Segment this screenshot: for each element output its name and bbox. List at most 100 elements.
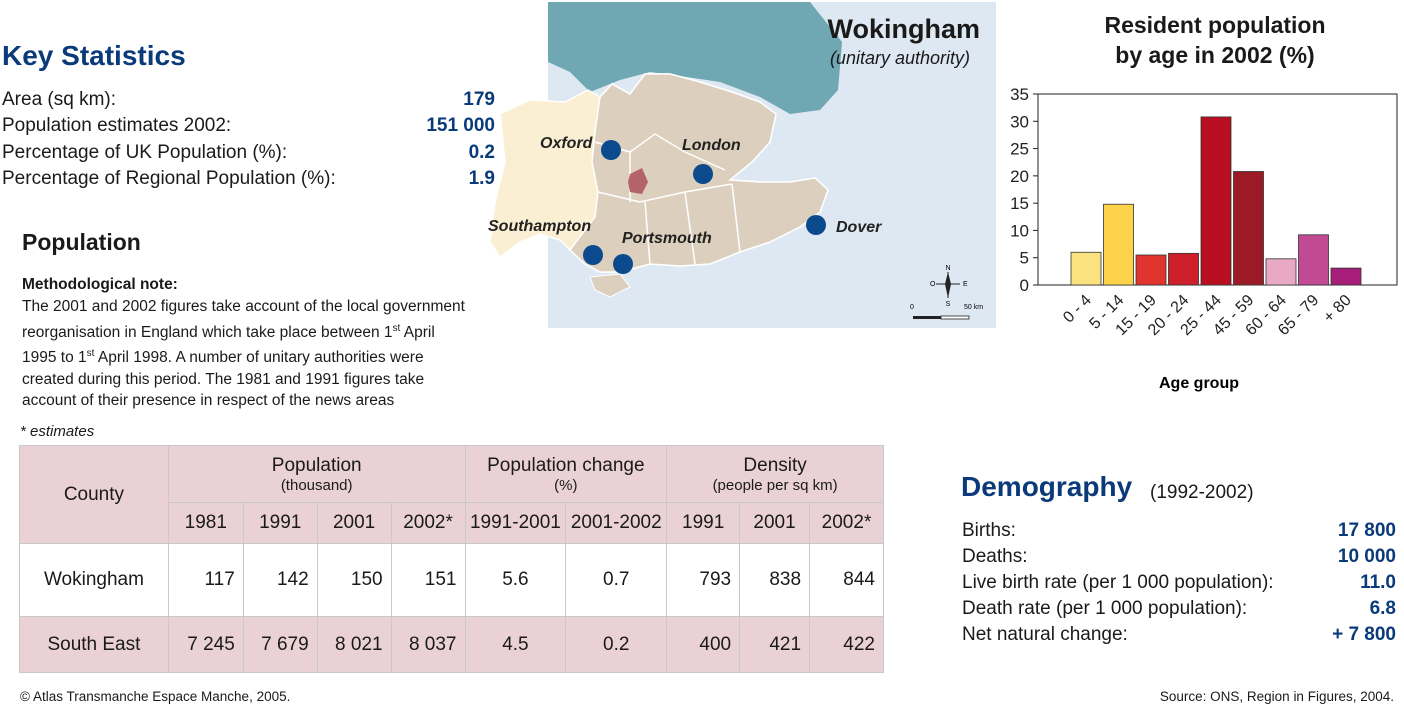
table-row: Wokingham 117 142 150 151 5.6 0.7 793 83… [19, 543, 884, 617]
methodological-note-title: Methodological note: [22, 276, 178, 293]
table-cell: 0.2 [565, 616, 668, 673]
y-tick-label: 5 [1020, 249, 1029, 268]
note-text: April [400, 323, 435, 341]
chart-title-line: Resident population [1104, 12, 1326, 38]
group-header-density: Density (people per sq km) [666, 445, 884, 503]
table-cell: 8 021 [316, 616, 392, 673]
table-cell: 7 679 [242, 616, 318, 673]
demography-label: Net natural change: [962, 624, 1128, 645]
column-header: 2002* [390, 502, 466, 544]
key-stat-row: Percentage of Regional Population (%): 1… [2, 168, 495, 194]
bar [1298, 234, 1329, 286]
y-tick-label: 20 [1010, 167, 1029, 186]
compass-o: O [930, 281, 936, 288]
bar [1168, 252, 1199, 286]
demography-value: + 7 800 [1332, 624, 1396, 645]
county-cell: South East [19, 616, 169, 673]
note-line: created during this period. The 1981 and… [22, 370, 425, 388]
y-tick-label: 10 [1010, 221, 1029, 240]
compass-n: N [945, 265, 950, 272]
population-title: Population [22, 229, 141, 255]
column-header: 1981 [167, 502, 244, 544]
bar [1070, 251, 1102, 286]
y-tick-label: 30 [1010, 112, 1029, 131]
table-column-row: 1981 1991 2001 2002* 1991-2001 2001-2002… [20, 502, 884, 544]
london-marker [693, 164, 713, 184]
table-cell: 400 [666, 616, 741, 673]
wokingham-highlight [628, 168, 648, 194]
note-line: 1995 to 1st April 1998. A number of unit… [22, 343, 522, 369]
column-header: 1991 [666, 502, 741, 544]
isle-of-wight [589, 273, 631, 298]
oxford-label: Oxford [540, 135, 594, 152]
chart-title: Resident population by age in 2002 (%) [1040, 10, 1390, 70]
key-stat-value: 1.9 [468, 168, 495, 189]
key-stat-label: Percentage of UK Population (%): [2, 142, 288, 163]
dover-label: Dover [836, 219, 882, 236]
x-axis-label: Age group [1159, 375, 1239, 392]
demography-label: Deaths: [962, 546, 1028, 567]
demography-label: Births: [962, 520, 1016, 541]
group-subtitle: (people per sq km) [712, 476, 838, 494]
note-text: April 1998. A number of unitary authorit… [94, 349, 424, 367]
key-stat-row: Percentage of UK Population (%): 0.2 [2, 142, 495, 168]
note-text: reorganisation in England which take pla… [22, 323, 393, 341]
column-header: 2001 [316, 502, 392, 544]
table-cell: 7 245 [167, 616, 244, 673]
bar [1265, 258, 1297, 286]
demography-row: Live birth rate (per 1 000 population): … [962, 572, 1396, 598]
table-cell: 150 [316, 543, 392, 617]
bar [1233, 171, 1264, 286]
north-sea-area [548, 2, 842, 114]
y-tick-label: 0 [1020, 276, 1029, 295]
group-title: Density [743, 454, 807, 476]
demography-label: Live birth rate (per 1 000 population): [962, 572, 1274, 593]
table-cell: 0.7 [565, 543, 668, 617]
southampton-label: Southampton [488, 218, 591, 235]
key-statistics-title: Key Statistics [2, 40, 186, 71]
key-stat-value: 151 000 [426, 115, 495, 136]
note-line: reorganisation in England which take pla… [22, 318, 522, 344]
column-header: 1991 [242, 502, 318, 544]
key-stat-label: Area (sq km): [2, 89, 117, 110]
demography-value: 10 000 [1337, 546, 1396, 567]
region-map: Oxford London Southampton Portsmouth Dov… [488, 2, 996, 328]
compass-s: S [946, 301, 951, 308]
table-cell: 844 [809, 543, 884, 617]
chart-bars [1070, 116, 1362, 286]
key-stat-label: Population estimates 2002: [2, 115, 232, 136]
demography-row: Death rate (per 1 000 population): 6.8 [962, 598, 1396, 624]
y-tick-label: 35 [1010, 85, 1029, 104]
demography-label: Death rate (per 1 000 population): [962, 598, 1248, 619]
demography-row: Net natural change: + 7 800 [962, 624, 1396, 650]
oxford-marker [601, 140, 621, 160]
key-stat-row: Population estimates 2002: 151 000 [2, 115, 495, 141]
compass-e: E [963, 281, 968, 288]
county-borders [594, 133, 741, 265]
table-cell: 142 [242, 543, 318, 617]
table-cell: 838 [739, 543, 811, 617]
compass-icon: N S E O [930, 265, 968, 308]
population-table: County Population (thousand) Population c… [19, 445, 884, 673]
southampton-marker [583, 245, 603, 265]
table-cell: 4.5 [464, 616, 567, 673]
scale-end: 50 km [964, 304, 983, 311]
note-superscript: st [392, 322, 401, 334]
group-header-population-change: Population change (%) [464, 445, 668, 503]
key-stat-row: Area (sq km): 179 [2, 89, 495, 115]
key-stat-value: 179 [463, 89, 495, 110]
note-superscript: st [86, 348, 95, 360]
scale-bar: 0 50 km [910, 304, 983, 320]
demography-value: 6.8 [1369, 598, 1396, 619]
note-line: account of their presence in respect of … [22, 392, 395, 410]
column-header: 2001-2002 [565, 502, 668, 544]
table-cell: 5.6 [464, 543, 567, 617]
county-header: County [19, 445, 169, 544]
table-row: South East 7 245 7 679 8 021 8 037 4.5 0… [19, 616, 884, 673]
portsmouth-marker [613, 254, 633, 274]
london-label: London [682, 137, 741, 154]
map-title: Wokingham [827, 14, 980, 44]
group-header-population: Population (thousand) [167, 445, 466, 503]
table-header-row: County Population (thousand) Population c… [19, 445, 884, 544]
